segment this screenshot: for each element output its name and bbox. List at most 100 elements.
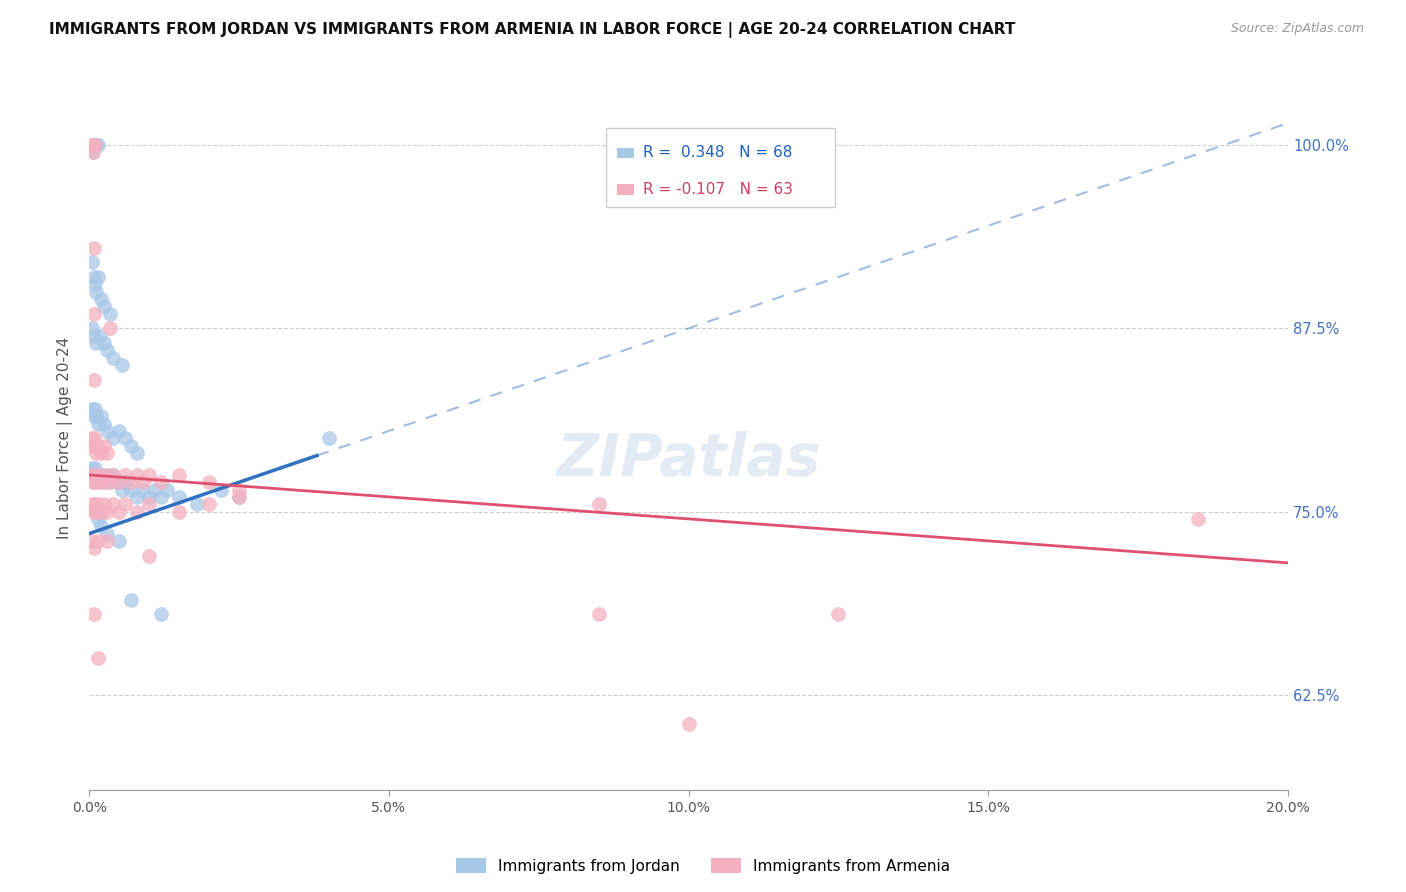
Text: ZIPatlas: ZIPatlas — [557, 431, 821, 488]
Point — [228, 483, 250, 497]
Point — [167, 505, 190, 519]
Point — [132, 483, 155, 497]
Point — [228, 490, 250, 504]
Point — [108, 475, 131, 490]
Point — [83, 467, 105, 482]
Point — [84, 475, 107, 490]
Point — [86, 446, 108, 460]
Text: R = -0.107   N = 63: R = -0.107 N = 63 — [643, 182, 793, 197]
Point — [93, 475, 115, 490]
Point — [127, 446, 149, 460]
Point — [90, 409, 112, 424]
Point — [87, 512, 110, 526]
Point — [83, 373, 105, 387]
Point — [150, 475, 173, 490]
Legend: Immigrants from Jordan, Immigrants from Armenia: Immigrants from Jordan, Immigrants from … — [450, 852, 956, 880]
Point — [93, 439, 115, 453]
Point — [84, 497, 107, 511]
Point — [93, 475, 115, 490]
Point — [111, 358, 134, 372]
Point — [114, 431, 136, 445]
Point — [83, 409, 105, 424]
Text: R =  0.348   N = 68: R = 0.348 N = 68 — [643, 145, 792, 161]
Point — [101, 467, 124, 482]
Point — [87, 439, 110, 453]
Point — [90, 467, 112, 482]
Point — [86, 505, 108, 519]
Point — [96, 505, 118, 519]
Point — [87, 475, 110, 490]
Point — [83, 270, 105, 285]
Point — [108, 505, 131, 519]
Point — [827, 607, 849, 622]
Point — [82, 497, 104, 511]
Point — [588, 607, 610, 622]
Point — [138, 490, 160, 504]
Point — [90, 446, 112, 460]
Point — [209, 483, 232, 497]
Point — [89, 328, 111, 343]
Point — [82, 439, 104, 453]
Point — [86, 409, 108, 424]
Point — [96, 533, 118, 548]
Point — [156, 483, 179, 497]
Point — [83, 467, 105, 482]
Point — [111, 483, 134, 497]
Point — [108, 424, 131, 438]
Text: Source: ZipAtlas.com: Source: ZipAtlas.com — [1230, 22, 1364, 36]
Point — [83, 328, 105, 343]
Point — [132, 475, 155, 490]
Point — [93, 417, 115, 431]
Point — [96, 467, 118, 482]
Point — [678, 717, 700, 731]
Point — [83, 431, 105, 445]
Point — [98, 475, 121, 490]
Point — [86, 505, 108, 519]
Point — [82, 145, 104, 160]
Point — [120, 592, 142, 607]
Point — [96, 467, 118, 482]
Point — [83, 241, 105, 255]
Point — [82, 138, 104, 153]
Point — [82, 460, 104, 475]
Point — [98, 475, 121, 490]
Point — [82, 321, 104, 335]
Point — [318, 431, 340, 445]
Point — [82, 467, 104, 482]
Point — [1187, 512, 1209, 526]
Point — [150, 490, 173, 504]
Point — [108, 533, 131, 548]
Point — [87, 138, 110, 153]
Point — [96, 526, 118, 541]
Point — [84, 401, 107, 416]
Point — [82, 145, 104, 160]
Point — [87, 270, 110, 285]
Point — [82, 431, 104, 445]
Point — [83, 307, 105, 321]
Point — [86, 138, 108, 153]
Point — [98, 307, 121, 321]
Point — [96, 446, 118, 460]
Point — [86, 467, 108, 482]
Point — [120, 475, 142, 490]
Point — [167, 467, 190, 482]
Point — [120, 439, 142, 453]
Point — [84, 439, 107, 453]
Point — [588, 497, 610, 511]
Point — [186, 497, 208, 511]
Point — [83, 138, 105, 153]
Point — [90, 505, 112, 519]
Point — [82, 138, 104, 153]
Point — [96, 343, 118, 358]
Point — [86, 335, 108, 350]
Point — [114, 475, 136, 490]
Text: IMMIGRANTS FROM JORDAN VS IMMIGRANTS FROM ARMENIA IN LABOR FORCE | AGE 20-24 COR: IMMIGRANTS FROM JORDAN VS IMMIGRANTS FRO… — [49, 22, 1015, 38]
Point — [90, 467, 112, 482]
Point — [86, 285, 108, 299]
Point — [167, 490, 190, 504]
Point — [82, 138, 104, 153]
Point — [82, 255, 104, 269]
Point — [87, 533, 110, 548]
Point — [83, 541, 105, 556]
Point — [127, 467, 149, 482]
